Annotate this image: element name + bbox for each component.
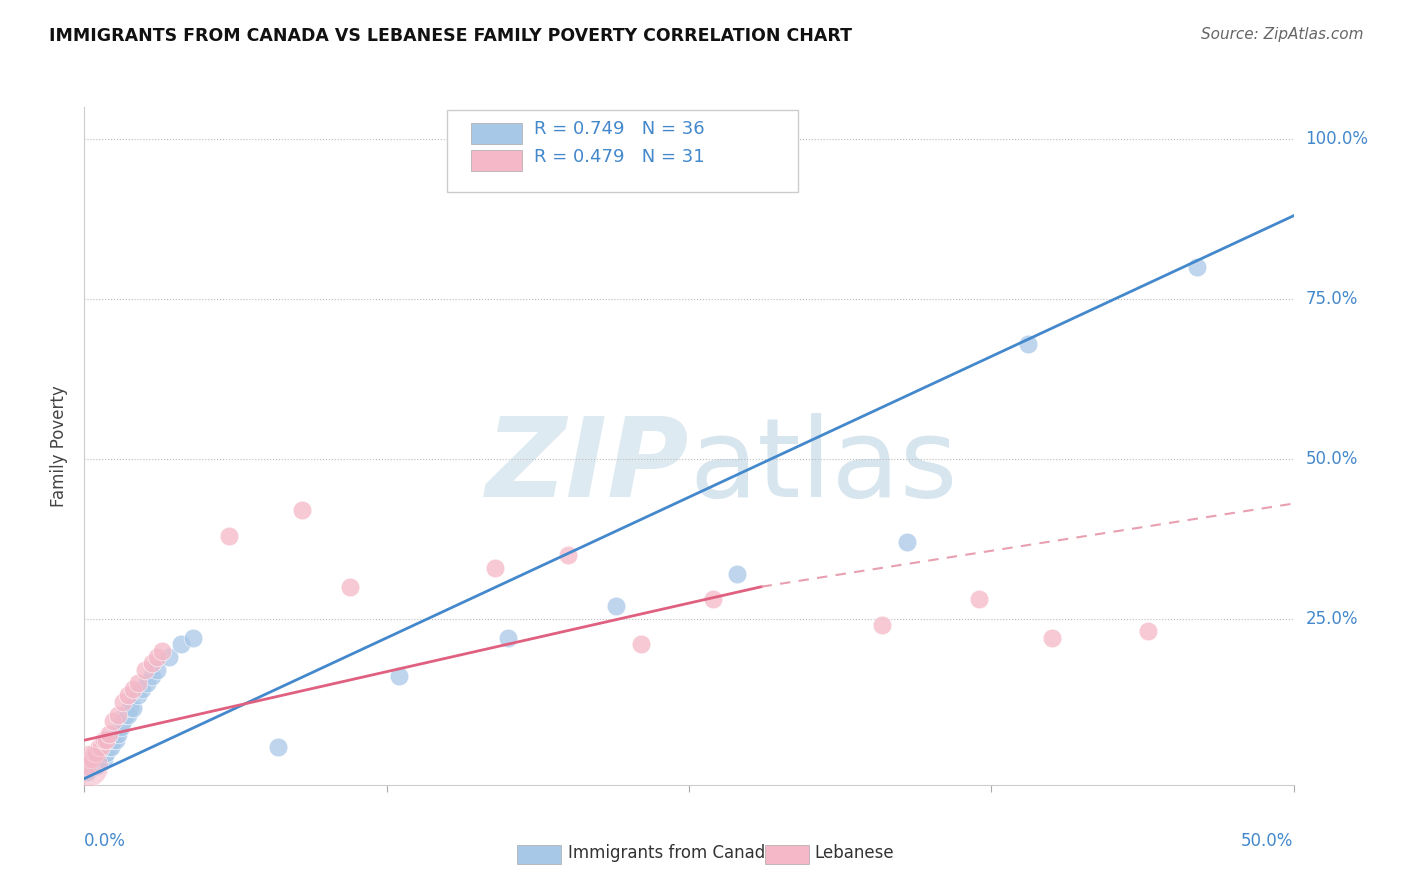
Point — [291, 503, 314, 517]
Point — [103, 714, 125, 728]
Point — [114, 707, 136, 722]
Point — [339, 580, 361, 594]
Point — [90, 739, 112, 754]
Text: Source: ZipAtlas.com: Source: ZipAtlas.com — [1201, 27, 1364, 42]
Point — [725, 566, 748, 581]
Point — [141, 657, 163, 671]
Point — [557, 548, 579, 562]
Point — [1185, 260, 1208, 274]
Point — [267, 739, 290, 754]
Point — [630, 637, 652, 651]
Point — [100, 739, 122, 754]
Point — [146, 650, 169, 665]
Text: R = 0.479   N = 31: R = 0.479 N = 31 — [534, 147, 704, 166]
Point — [496, 631, 519, 645]
Point — [97, 739, 120, 754]
Point — [76, 758, 98, 772]
Point — [77, 752, 100, 766]
Point — [872, 618, 894, 632]
Text: 0.0%: 0.0% — [84, 832, 127, 850]
Text: IMMIGRANTS FROM CANADA VS LEBANESE FAMILY POVERTY CORRELATION CHART: IMMIGRANTS FROM CANADA VS LEBANESE FAMIL… — [49, 27, 852, 45]
Point — [127, 675, 149, 690]
Point — [170, 637, 193, 651]
Point — [967, 592, 990, 607]
Point — [94, 733, 117, 747]
Text: 50.0%: 50.0% — [1306, 450, 1358, 467]
Point — [107, 727, 129, 741]
Point — [76, 758, 98, 772]
FancyBboxPatch shape — [471, 122, 522, 145]
Text: 25.0%: 25.0% — [1306, 609, 1358, 628]
Point — [86, 758, 108, 772]
Point — [97, 727, 120, 741]
Text: 50.0%: 50.0% — [1241, 832, 1294, 850]
Text: 100.0%: 100.0% — [1306, 130, 1368, 148]
Point — [131, 681, 153, 696]
Point — [83, 746, 105, 760]
Point — [90, 746, 112, 760]
Point — [87, 739, 110, 754]
Point — [181, 631, 204, 645]
Text: atlas: atlas — [689, 413, 957, 520]
Point — [134, 663, 156, 677]
Point — [141, 669, 163, 683]
Point — [107, 707, 129, 722]
Point — [103, 733, 125, 747]
Point — [112, 714, 135, 728]
Text: Immigrants from Canada: Immigrants from Canada — [568, 845, 775, 863]
Point — [896, 535, 918, 549]
Point — [80, 752, 103, 766]
Point — [218, 528, 240, 542]
Point — [83, 752, 105, 766]
Text: Lebanese: Lebanese — [814, 845, 894, 863]
Point — [150, 643, 173, 657]
Point — [93, 752, 115, 766]
Point — [117, 689, 139, 703]
Point — [127, 689, 149, 703]
Point — [93, 733, 115, 747]
Point — [112, 695, 135, 709]
Point — [121, 681, 143, 696]
Point — [388, 669, 411, 683]
Point — [702, 592, 724, 607]
Point — [605, 599, 627, 613]
Point — [80, 758, 103, 772]
Point — [87, 752, 110, 766]
Point — [110, 720, 132, 734]
FancyBboxPatch shape — [765, 845, 808, 864]
Point — [121, 701, 143, 715]
FancyBboxPatch shape — [517, 845, 561, 864]
Point — [1040, 631, 1063, 645]
Point — [157, 650, 180, 665]
Y-axis label: Family Poverty: Family Poverty — [51, 385, 69, 507]
Text: ZIP: ZIP — [485, 413, 689, 520]
Point — [77, 758, 100, 772]
Point — [104, 733, 127, 747]
Point — [146, 663, 169, 677]
Text: 75.0%: 75.0% — [1306, 290, 1358, 308]
FancyBboxPatch shape — [471, 150, 522, 171]
FancyBboxPatch shape — [447, 111, 797, 192]
Text: R = 0.749   N = 36: R = 0.749 N = 36 — [534, 120, 704, 138]
Point — [1017, 336, 1039, 351]
Point — [76, 765, 98, 780]
Point — [484, 560, 506, 574]
Point — [117, 707, 139, 722]
Point — [1137, 624, 1160, 639]
Point — [86, 746, 108, 760]
Point — [136, 675, 159, 690]
Point — [94, 746, 117, 760]
Point — [120, 701, 142, 715]
